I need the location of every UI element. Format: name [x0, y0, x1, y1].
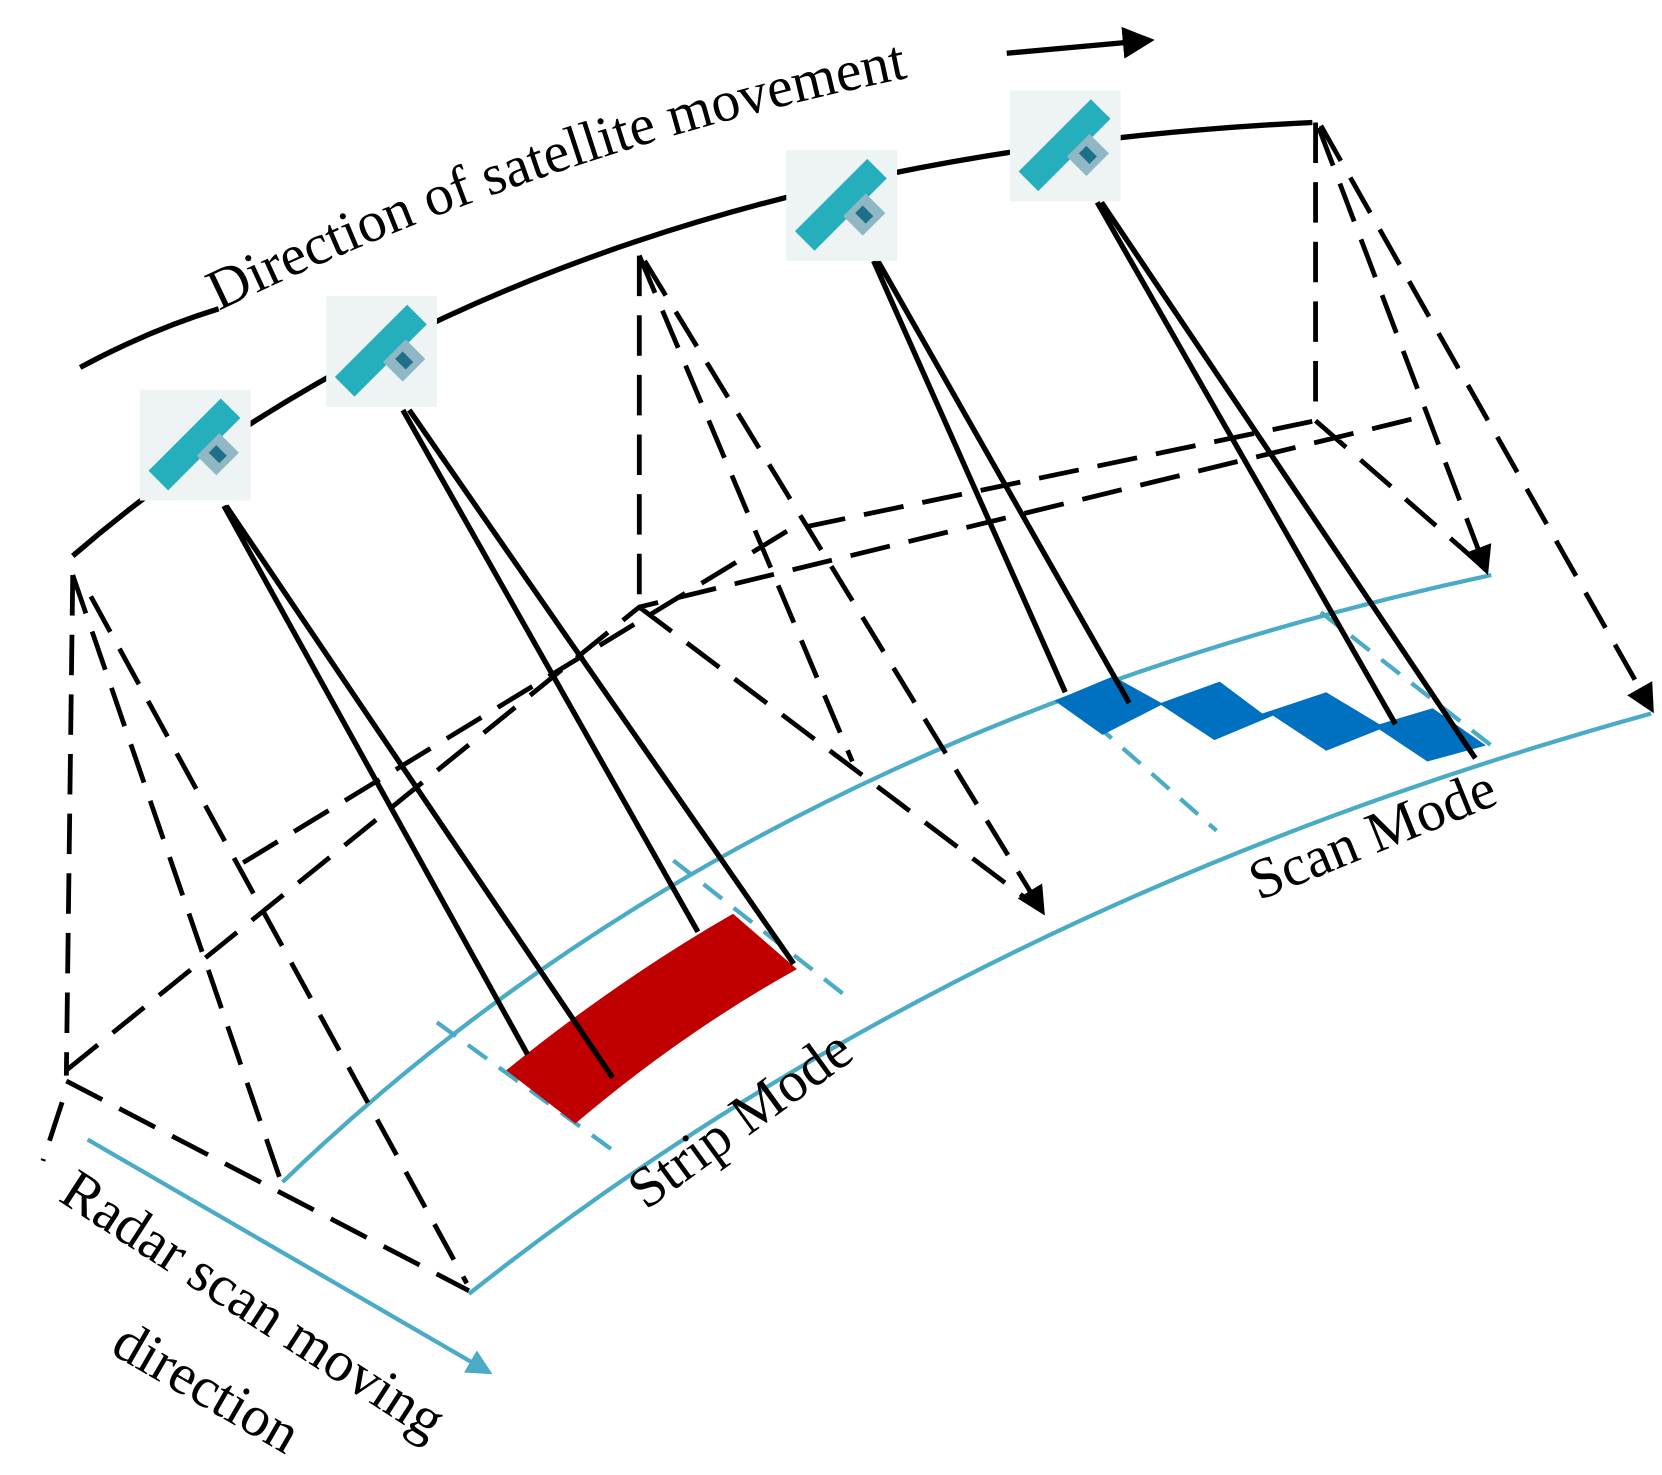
dashed-frame — [40, 122, 1485, 1293]
title-arrow — [1006, 26, 1155, 59]
radar-direction-arrow — [86, 1137, 493, 1375]
dashed-arrow — [1318, 124, 1654, 714]
title-arc — [78, 306, 220, 370]
strip-footprint — [506, 913, 797, 1124]
satellite — [1009, 90, 1121, 202]
dashed-arrow — [642, 259, 1045, 916]
swath-outer-edge — [467, 711, 1652, 1296]
satellite — [326, 296, 437, 407]
radar-beams — [221, 200, 1478, 1080]
dashed-arrow — [1316, 126, 1492, 576]
swath-inner-edge — [281, 573, 1492, 1184]
satellite — [139, 389, 251, 501]
scan-footprint — [1054, 676, 1486, 762]
satellite — [786, 150, 898, 261]
